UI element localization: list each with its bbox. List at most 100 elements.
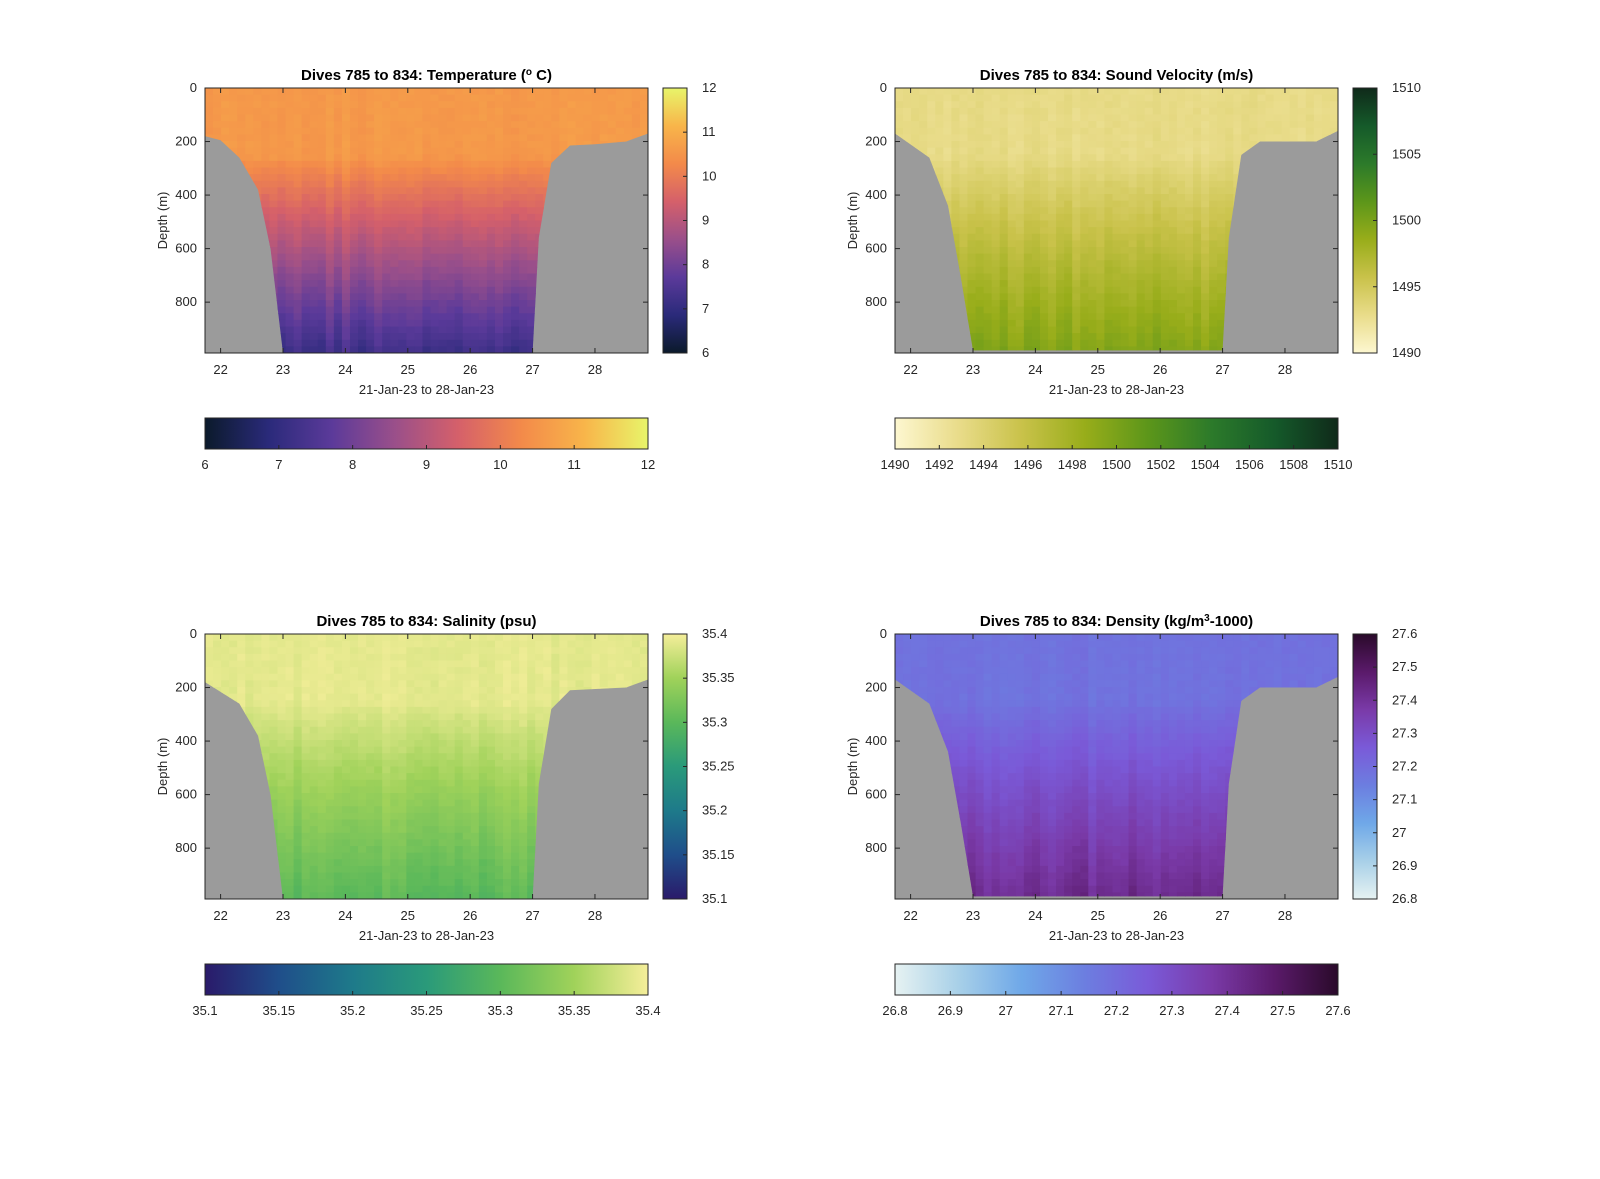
heatmap-cell <box>959 227 969 235</box>
heatmap-cell <box>1249 121 1259 129</box>
heatmap-cell <box>406 253 416 261</box>
heatmap-cell <box>358 114 367 122</box>
heatmap-cell <box>486 273 496 281</box>
heatmap-cell <box>293 88 303 96</box>
heatmap-cell <box>1064 94 1073 102</box>
heatmap-cell <box>366 326 375 334</box>
heatmap-cell <box>975 313 985 321</box>
heatmap-cell <box>253 160 262 169</box>
heatmap-cell <box>1096 200 1106 208</box>
heatmap-cell <box>470 180 480 188</box>
heatmap-cell <box>374 233 383 241</box>
heatmap-cell <box>511 233 520 241</box>
heatmap-cell <box>599 107 609 116</box>
heatmap-cell <box>486 180 496 188</box>
heatmap-cell <box>366 300 375 308</box>
heatmap-cell <box>527 194 536 202</box>
heatmap-cell <box>325 247 335 255</box>
heatmap-cell <box>438 333 448 341</box>
heatmap-cell <box>1048 174 1057 182</box>
heatmap-cell <box>470 293 480 301</box>
heatmap-cell <box>959 273 969 281</box>
heatmap-cell <box>341 187 351 195</box>
heatmap-cell <box>1209 319 1218 328</box>
y-tick-label: 200 <box>175 134 197 149</box>
heatmap-cell <box>1031 101 1041 109</box>
heatmap-cell <box>959 213 969 222</box>
heatmap-cell <box>454 88 464 96</box>
heatmap-cell <box>358 247 367 255</box>
heatmap-cell <box>1120 293 1130 301</box>
heatmap-cell <box>983 141 993 149</box>
heatmap-cell <box>1015 280 1025 288</box>
heatmap-cell <box>511 280 520 288</box>
heatmap-cell <box>1168 280 1178 288</box>
x-tick-label: 25 <box>401 362 415 377</box>
heatmap-cell <box>1144 233 1154 241</box>
heatmap-cell <box>349 207 359 215</box>
heatmap-cell <box>478 293 488 301</box>
heatmap-cell <box>478 300 488 308</box>
heatmap-cell <box>1112 207 1122 215</box>
heatmap-cell <box>1072 326 1081 334</box>
heatmap-cell <box>999 134 1009 142</box>
heatmap-cell <box>527 180 536 188</box>
heatmap-cell <box>1168 273 1178 281</box>
heatmap-cell <box>438 174 448 182</box>
heatmap-cell <box>358 319 367 328</box>
heatmap-cell <box>486 313 496 321</box>
heatmap-cell <box>1104 333 1114 341</box>
heatmap-cell <box>1193 213 1202 222</box>
heatmap-cell <box>983 220 993 228</box>
heatmap-cell <box>1023 247 1033 255</box>
heatmap-cell <box>1217 339 1226 347</box>
heatmap-cell <box>406 319 416 328</box>
heatmap-cell <box>1088 88 1097 96</box>
heatmap-cell <box>1152 187 1162 195</box>
heatmap-cell <box>358 313 367 321</box>
heatmap-cell <box>293 114 303 122</box>
heatmap-cell <box>991 154 1001 162</box>
heatmap-cell <box>1176 121 1186 129</box>
heatmap-cell <box>317 333 327 341</box>
heatmap-cell <box>285 213 295 222</box>
heatmap-cell <box>1104 101 1114 109</box>
heatmap-cell <box>382 200 391 208</box>
heatmap-cell <box>567 134 577 142</box>
heatmap-cell <box>519 293 528 301</box>
heatmap-cell <box>1160 94 1170 102</box>
heatmap-cell <box>1104 94 1114 102</box>
heatmap-cell <box>1168 346 1178 351</box>
heatmap-cell <box>911 114 920 122</box>
heatmap-cell <box>1160 247 1170 255</box>
heatmap-cell <box>1184 313 1194 321</box>
heatmap-cell <box>1193 147 1202 155</box>
heatmap-cell <box>1168 319 1178 328</box>
heatmap-cell <box>1160 207 1170 215</box>
heatmap-cell <box>975 333 985 341</box>
heatmap-cell <box>1048 300 1057 308</box>
heatmap-cell <box>494 121 504 129</box>
heatmap-cell <box>293 247 303 255</box>
heatmap-cell <box>349 147 359 155</box>
heatmap-cell <box>1176 101 1186 109</box>
heatmap-cell <box>519 101 528 109</box>
colorbar-tick-label: 7 <box>275 457 282 472</box>
heatmap-cell <box>1225 213 1234 222</box>
heatmap-cell <box>261 213 271 222</box>
heatmap-cell <box>470 247 480 255</box>
heatmap-cell <box>414 240 424 248</box>
heatmap-cell <box>967 147 977 155</box>
heatmap-cell <box>1152 319 1162 328</box>
heatmap-cell <box>333 220 343 228</box>
heatmap-cell <box>406 167 416 175</box>
heatmap-cell <box>478 220 488 228</box>
heatmap-cell <box>229 687 238 695</box>
heatmap-cell <box>1096 313 1106 321</box>
heatmap-cell <box>999 174 1009 182</box>
heatmap-cell <box>470 207 480 215</box>
heatmap-cell <box>1168 121 1178 129</box>
heatmap-cell <box>358 339 367 347</box>
heatmap-cell <box>503 339 512 347</box>
heatmap-cell <box>261 700 271 708</box>
